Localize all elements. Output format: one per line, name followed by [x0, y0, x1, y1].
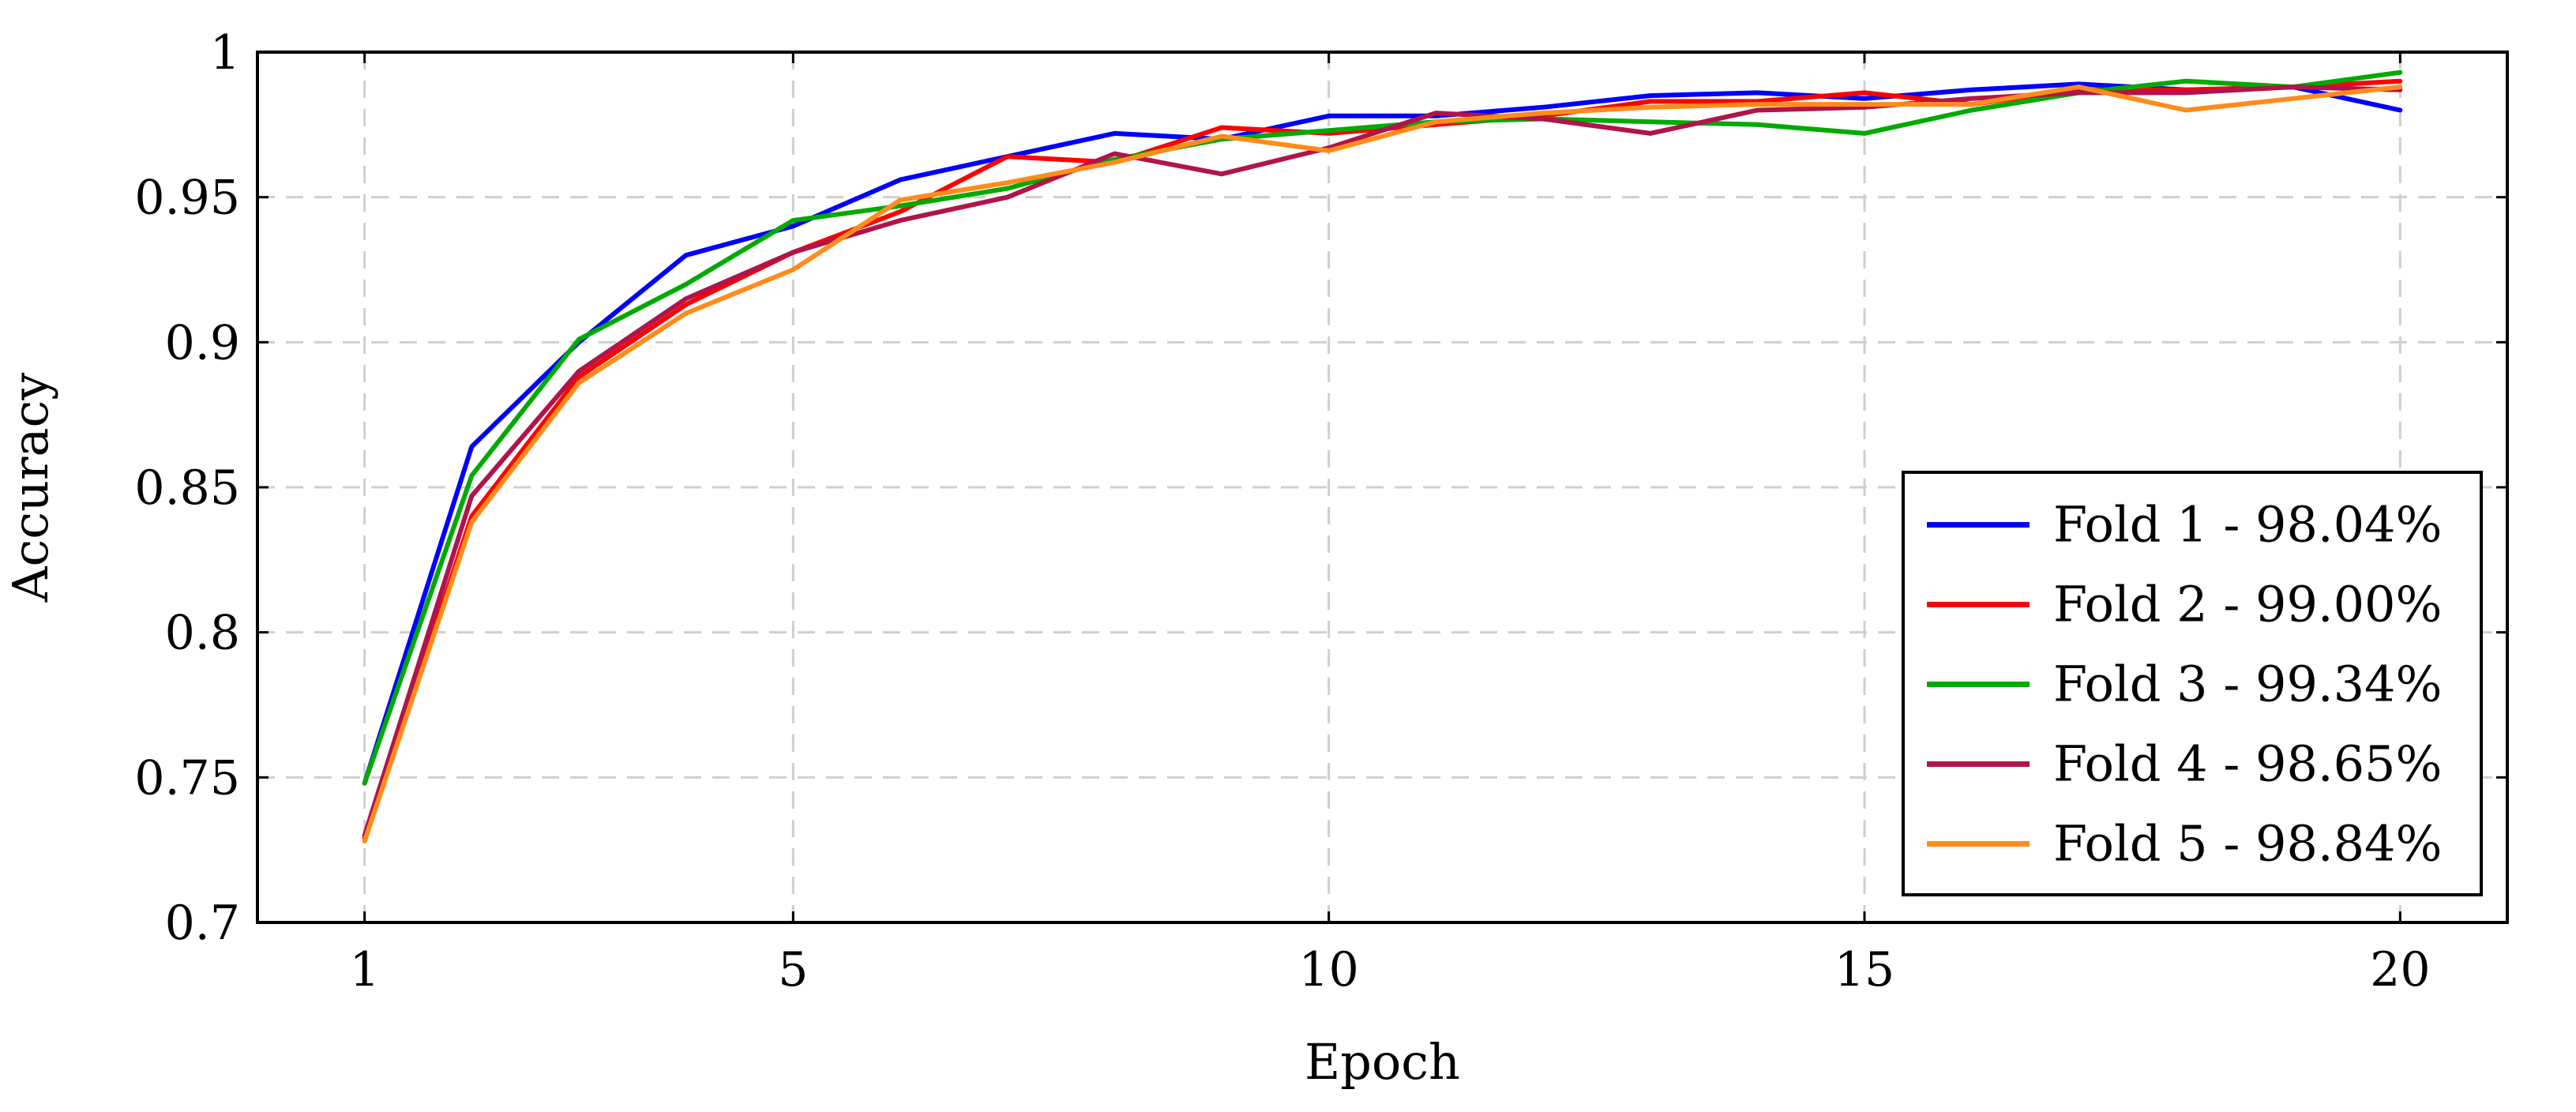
- x-tick-label: 20: [2370, 942, 2430, 997]
- legend-label-fold-3: Fold 3 - 99.34%: [2053, 656, 2442, 713]
- series-line-fold-5: [362, 85, 2403, 844]
- series-lines: [362, 70, 2403, 844]
- series-line-fold-4: [362, 85, 2403, 838]
- y-tick-label: 0.9: [165, 315, 240, 370]
- y-tick-label: 0.85: [134, 460, 240, 516]
- x-axis-title: Epoch: [1305, 1033, 1460, 1091]
- legend-label-fold-2: Fold 2 - 99.00%: [2053, 576, 2442, 633]
- legend-label-fold-1: Fold 1 - 98.04%: [2053, 496, 2442, 554]
- x-tick-label: 5: [778, 942, 808, 997]
- y-tick-label: 0.8: [165, 606, 240, 661]
- y-tick-label: 0.7: [165, 896, 240, 951]
- y-tick-label: 0.75: [134, 750, 240, 806]
- y-tick-label: 0.95: [134, 171, 240, 226]
- legend: Fold 1 - 98.04% Fold 2 - 99.00% Fold 3 - 9…: [1902, 471, 2483, 896]
- x-tick-label: 15: [1834, 942, 1894, 997]
- axis-ticks: 1 5 10 15 200.70.750.80.850.90.951: [134, 25, 2507, 997]
- x-tick-label: 10: [1298, 942, 1358, 997]
- legend-label-fold-4: Fold 4 - 98.65%: [2053, 735, 2442, 793]
- legend-label-fold-5: Fold 5 - 98.84%: [2053, 815, 2442, 873]
- y-tick-label: 1: [210, 25, 240, 81]
- y-axis-title: Accuracy: [2, 373, 59, 603]
- series-line-fold-1: [362, 81, 2403, 786]
- x-tick-label: 1: [350, 942, 380, 997]
